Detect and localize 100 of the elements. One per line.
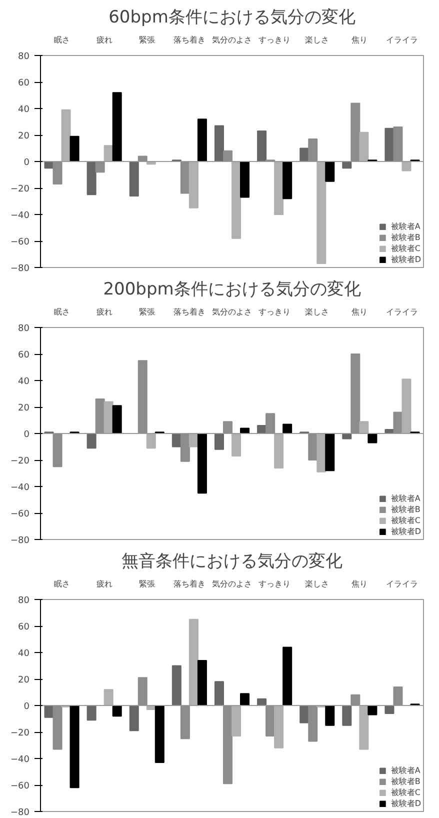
y-tick-label: −40 [10,755,30,765]
legend-label: 被験者C [390,515,420,526]
bar [138,360,148,434]
bar [129,705,139,732]
legend-label: 被験者B [390,232,420,243]
x-tick-label: 眠さ [54,308,70,316]
legend-label: 被験者C [390,787,420,798]
x-tick-label: 楽しさ [305,36,330,44]
bar [180,705,190,740]
chart-title: 無音条件における気分の変化 [122,552,342,572]
bar [232,433,242,457]
bar [86,433,96,449]
x-tick-label: 落ち着き [173,308,206,316]
legend-label: 被験者C [390,243,420,254]
y-tick-label: −40 [10,211,30,221]
bar [402,161,412,172]
x-tick-label: 緊張 [138,308,155,316]
bar [325,705,335,726]
x-tick-label: 気分のよさ [212,36,252,44]
bar [154,705,164,763]
bar [325,161,335,182]
bar [325,433,335,472]
bar [402,378,412,434]
bar [222,150,232,162]
x-tick-label: 焦り [352,308,368,316]
legend-label: 被験者D [390,526,421,537]
x-tick-label: 落ち着き [173,580,206,588]
legend-label: 被験者D [390,798,421,809]
x-tick-label: イライラ [386,308,418,316]
bar [180,433,190,462]
y-tick-label: 20 [18,676,30,686]
bar [240,693,250,706]
bar [70,705,80,788]
y-tick-label: −40 [10,483,30,493]
bar [188,618,198,706]
y-tick-label: 20 [18,132,30,142]
bar [384,705,394,714]
bar [274,433,284,468]
y-tick-label: 40 [18,649,30,659]
bar [308,138,318,162]
bar [393,686,403,706]
legend-label: 被験者A [390,493,420,504]
bar [222,705,232,784]
bar [188,161,198,208]
y-tick-label: 80 [18,52,30,62]
bar [95,161,105,173]
y-tick-label: 40 [18,105,30,115]
bar [52,705,62,750]
x-tick-label: 緊張 [138,580,155,588]
bar [112,92,122,162]
bar [86,161,96,196]
y-tick-label: −80 [10,536,30,546]
x-tick-label: 楽しさ [305,308,330,316]
x-tick-label: 疲れ [96,580,112,588]
bar [350,102,360,162]
x-tick-label: 焦り [352,36,368,44]
bar [350,694,360,706]
legend-label: 被験者B [390,504,420,515]
y-tick-label: −60 [10,782,30,792]
y-tick-label: −20 [10,728,30,738]
bar [368,433,378,444]
x-tick-label: 疲れ [96,308,112,316]
bar [282,424,292,434]
y-tick-label: −60 [10,238,30,248]
legend-label: 被験者A [390,765,420,776]
bar [274,705,284,748]
y-tick-label: 60 [18,350,30,360]
x-tick-label: 気分のよさ [212,580,252,588]
y-tick-label: 80 [18,596,30,606]
y-tick-label: 0 [24,430,30,440]
y-tick-label: 0 [24,158,30,168]
y-tick-label: 60 [18,78,30,88]
x-tick-label: イライラ [386,580,418,588]
bar [359,705,369,750]
bar [138,677,148,706]
y-tick-label: 60 [18,622,30,632]
bar [359,132,369,162]
bar [52,433,62,468]
bar [129,161,139,196]
bar [308,705,318,742]
x-tick-label: 楽しさ [305,580,330,588]
bar [282,646,292,706]
bar [197,118,207,162]
chart-title: 60bpm条件における気分の変化 [108,8,356,28]
x-tick-label: すっきり [258,308,291,316]
y-tick-label: −20 [10,184,30,194]
x-tick-label: イライラ [386,36,418,44]
x-tick-label: 気分のよさ [212,308,252,316]
bar [214,125,224,162]
bar [214,681,224,706]
bar [214,433,224,450]
bar [232,705,242,736]
y-tick-label: 0 [24,702,30,712]
bar [104,689,114,706]
x-tick-label: 焦り [352,580,368,588]
bar [350,354,360,434]
bar [146,433,156,449]
bar [316,161,326,264]
y-tick-label: 80 [18,324,30,334]
bar [274,161,284,215]
